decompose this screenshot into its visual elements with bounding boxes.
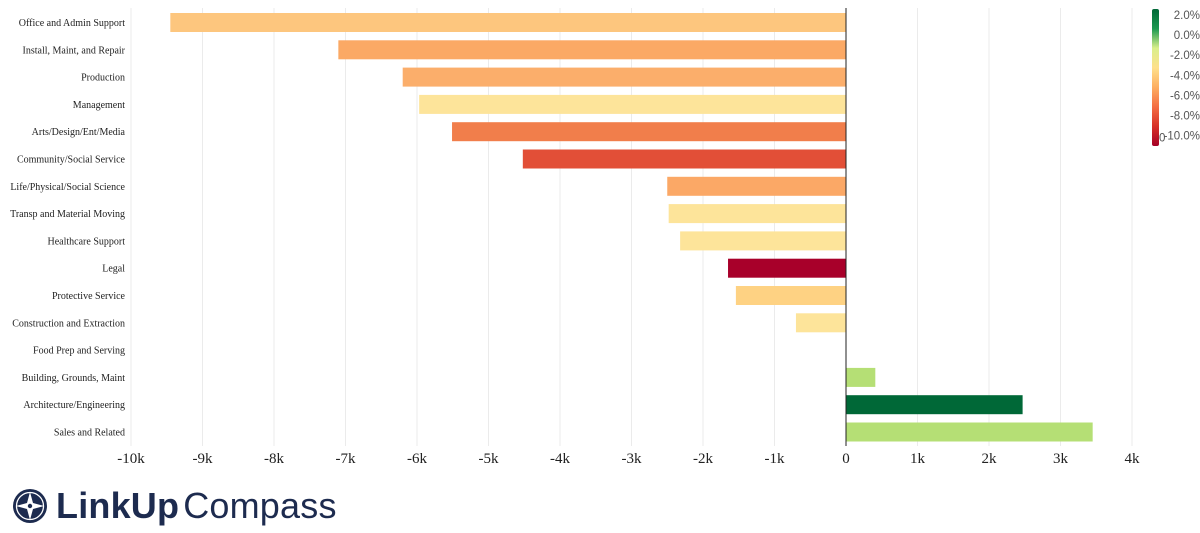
- bar: [402, 67, 846, 87]
- colorbar-legend: 2.0% 0.0% -2.0% -4.0% -6.0% -8.0% -10.0%0: [1152, 9, 1200, 146]
- category-label: Healthcare Support: [48, 236, 126, 247]
- x-tick-label: -2k: [693, 451, 713, 467]
- colorbar-tick-label: -8.0%: [1170, 111, 1200, 123]
- colorbar-tick-label: 2.0%: [1174, 10, 1200, 22]
- bar: [667, 176, 846, 196]
- x-tick-label: 2k: [982, 451, 998, 467]
- category-label: Building, Grounds, Maint: [22, 373, 126, 384]
- category-label: Construction and Extraction: [12, 318, 125, 329]
- bar: [728, 258, 846, 278]
- colorbar: [1152, 9, 1159, 146]
- x-tick-label: -5k: [479, 451, 499, 467]
- colorbar-tick-label: -10.0%: [1164, 131, 1200, 143]
- bars: [170, 13, 1093, 442]
- colorbar-tick-label: -4.0%: [1170, 70, 1200, 82]
- category-label: Community/Social Service: [17, 155, 126, 166]
- bar: [846, 367, 876, 387]
- x-tick-label: -7k: [336, 451, 356, 467]
- category-label: Production: [81, 73, 125, 84]
- x-tick-label: 4k: [1125, 451, 1141, 467]
- bar: [846, 395, 1023, 415]
- bar: [170, 13, 846, 32]
- category-labels: Office and Admin Support Install, Maint, …: [10, 18, 126, 439]
- x-tick-label: -6k: [407, 451, 427, 467]
- colorbar-min-marker: 0: [1159, 133, 1165, 145]
- x-tick-label: -3k: [622, 451, 642, 467]
- bar: [795, 313, 846, 333]
- logo-text-linkup: LinkUp: [56, 485, 180, 526]
- linkup-compass-logo: LinkUp Compass: [10, 484, 337, 528]
- bar: [680, 231, 846, 251]
- category-label: Protective Service: [52, 291, 126, 302]
- logo-text-compass: Compass: [183, 485, 337, 526]
- x-tick-label: -1k: [765, 451, 785, 467]
- colorbar-tick-label: -6.0%: [1170, 90, 1200, 102]
- category-label: Arts/Design/Ent/Media: [32, 127, 126, 138]
- bar: [668, 204, 846, 224]
- bar: [452, 122, 846, 142]
- x-tick-label: -4k: [550, 451, 570, 467]
- category-label: Architecture/Engineering: [23, 400, 125, 411]
- category-label: Sales and Related: [54, 428, 125, 439]
- colorbar-tick-label: -2.0%: [1170, 50, 1200, 62]
- x-axis-tick-labels: -10k -9k -8k -7k -6k -5k -4k -3k -2k -1k 0 1k 2k 3k 4k: [117, 451, 1140, 467]
- category-label: Transp and Material Moving: [10, 209, 125, 220]
- category-label: Life/Physical/Social Science: [10, 182, 125, 193]
- x-tick-label: -9k: [193, 451, 213, 467]
- bar: [846, 422, 1093, 442]
- category-label: Office and Admin Support: [19, 18, 125, 29]
- x-tick-label: 3k: [1053, 451, 1069, 467]
- category-label: Legal: [102, 264, 125, 275]
- bar: [338, 40, 846, 60]
- category-label: Install, Maint, and Repair: [23, 45, 126, 56]
- compass-icon: [13, 489, 47, 523]
- colorbar-tick-label: 0.0%: [1174, 30, 1200, 42]
- x-tick-label: 1k: [910, 451, 926, 467]
- bar: [419, 94, 846, 114]
- category-label: Management: [73, 100, 125, 111]
- category-label: Food Prep and Serving: [33, 346, 125, 357]
- x-tick-label: -10k: [117, 451, 145, 467]
- bar: [522, 149, 846, 169]
- x-tick-label: 0: [842, 451, 850, 467]
- x-tick-label: -8k: [264, 451, 284, 467]
- bar: [735, 286, 846, 305]
